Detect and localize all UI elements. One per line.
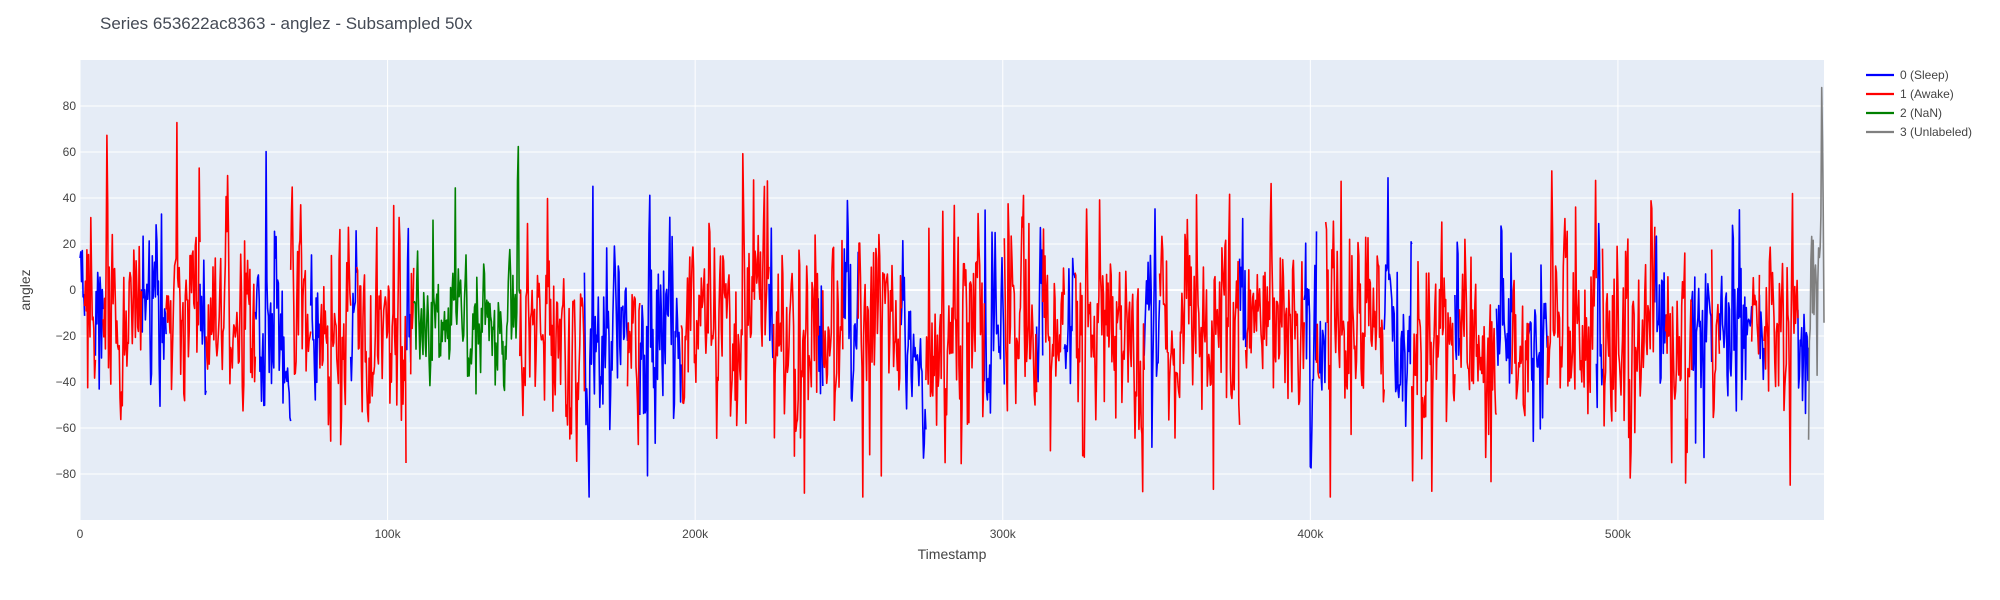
series-path[interactable] [205, 174, 257, 412]
series-path[interactable] [1324, 180, 1385, 498]
series-path[interactable] [1546, 170, 1598, 415]
x-tick-labels: 0 100k 200k 300k 400k 500k [77, 527, 1632, 541]
series-path[interactable] [413, 145, 521, 395]
series-path[interactable] [1797, 309, 1810, 415]
series-path[interactable] [822, 239, 844, 421]
series-path[interactable] [900, 239, 927, 459]
y-tick-label: −20 [56, 329, 77, 343]
legend[interactable]: 0 (Sleep) 1 (Awake) 2 (NaN) 3 (Unlabeled) [1866, 68, 1972, 139]
series-path[interactable] [1595, 222, 1604, 409]
series-path[interactable] [626, 293, 641, 446]
series-path[interactable] [1003, 194, 1038, 412]
series-line-0[interactable] [79, 150, 1810, 498]
x-tick-label: 0 [77, 527, 84, 541]
x-axis-title: Timestamp [918, 546, 987, 562]
series-path[interactable] [165, 121, 201, 402]
gridlines [79, 60, 1824, 520]
series-path[interactable] [1315, 323, 1321, 379]
y-tick-label: −60 [56, 421, 77, 435]
series-path[interactable] [1303, 231, 1318, 469]
series-path[interactable] [79, 249, 86, 316]
chart-title: Series 653622ac8363 - anglez - Subsample… [100, 14, 473, 33]
series-path[interactable] [356, 204, 407, 464]
series-path[interactable] [680, 152, 770, 439]
x-tick-label: 100k [375, 527, 402, 541]
series-path[interactable] [983, 209, 1006, 414]
x-tick-label: 300k [990, 527, 1017, 541]
series-path[interactable] [1690, 273, 1713, 459]
legend-label[interactable]: 3 (Unlabeled) [1900, 125, 1972, 139]
series-line-3[interactable] [1807, 86, 1825, 440]
series-line-2[interactable] [413, 145, 521, 395]
series-line-1[interactable] [83, 121, 1799, 498]
series-path[interactable] [519, 197, 586, 462]
series-path[interactable] [409, 267, 415, 375]
series-path[interactable] [857, 233, 902, 498]
series-path[interactable] [842, 199, 859, 402]
y-tick-label: 20 [63, 237, 77, 251]
series-path[interactable] [94, 271, 104, 390]
legend-label[interactable]: 0 (Sleep) [1900, 68, 1949, 82]
series-path[interactable] [1664, 252, 1693, 484]
series-path[interactable] [199, 259, 207, 396]
series-path[interactable] [1511, 279, 1530, 417]
series-path[interactable] [1527, 264, 1548, 443]
y-axis-title: anglez [17, 269, 33, 310]
series-path[interactable] [254, 150, 292, 422]
series-path[interactable] [1411, 221, 1456, 492]
y-tick-label: 40 [63, 191, 77, 205]
series-path[interactable] [1601, 200, 1656, 479]
series-path[interactable] [768, 227, 775, 359]
series-path[interactable] [1063, 257, 1076, 385]
series-lines[interactable] [79, 86, 1825, 498]
series-path[interactable] [925, 204, 986, 465]
y-tick-label: −40 [56, 375, 77, 389]
y-tick-labels: −80 −60 −40 −20 0 20 40 60 80 [56, 99, 77, 481]
x-tick-label: 400k [1297, 527, 1324, 541]
series-path[interactable] [83, 216, 97, 389]
series-path[interactable] [289, 186, 312, 375]
series-path[interactable] [1244, 182, 1305, 406]
series-path[interactable] [1710, 249, 1721, 419]
x-tick-label: 500k [1605, 527, 1632, 541]
series-path[interactable] [309, 254, 321, 401]
y-tick-label: −80 [56, 467, 77, 481]
series-path[interactable] [1158, 193, 1241, 491]
series-path[interactable] [639, 194, 683, 477]
series-path[interactable] [772, 234, 819, 494]
series-path[interactable] [1143, 208, 1161, 448]
series-path[interactable] [102, 134, 143, 421]
series-path[interactable] [140, 213, 167, 407]
series-path[interactable] [1763, 192, 1799, 486]
series-path[interactable] [319, 226, 352, 446]
x-tick-label: 200k [682, 527, 709, 541]
series-path[interactable] [817, 285, 824, 395]
y-tick-label: 80 [63, 99, 77, 113]
series-path[interactable] [349, 230, 358, 382]
series-path[interactable] [1458, 238, 1498, 483]
series-path[interactable] [1758, 294, 1765, 381]
series-path[interactable] [1718, 209, 1753, 412]
series-path[interactable] [1654, 235, 1667, 384]
series-path[interactable] [1454, 241, 1461, 361]
series-path[interactable] [1035, 226, 1044, 383]
legend-label[interactable]: 1 (Awake) [1900, 87, 1954, 101]
y-tick-label: 0 [69, 283, 76, 297]
series-path[interactable] [1318, 320, 1327, 391]
series-path[interactable] [1750, 274, 1761, 355]
series-path[interactable] [1807, 86, 1825, 440]
series-path[interactable] [1238, 217, 1247, 348]
series-path[interactable] [1041, 228, 1066, 452]
series-path[interactable] [405, 227, 412, 363]
series-path[interactable] [1383, 177, 1413, 427]
series-path[interactable] [583, 185, 629, 498]
legend-label[interactable]: 2 (NaN) [1900, 106, 1942, 120]
series-path[interactable] [1495, 225, 1513, 384]
y-tick-label: 60 [63, 145, 77, 159]
series-path[interactable] [1074, 199, 1145, 493]
